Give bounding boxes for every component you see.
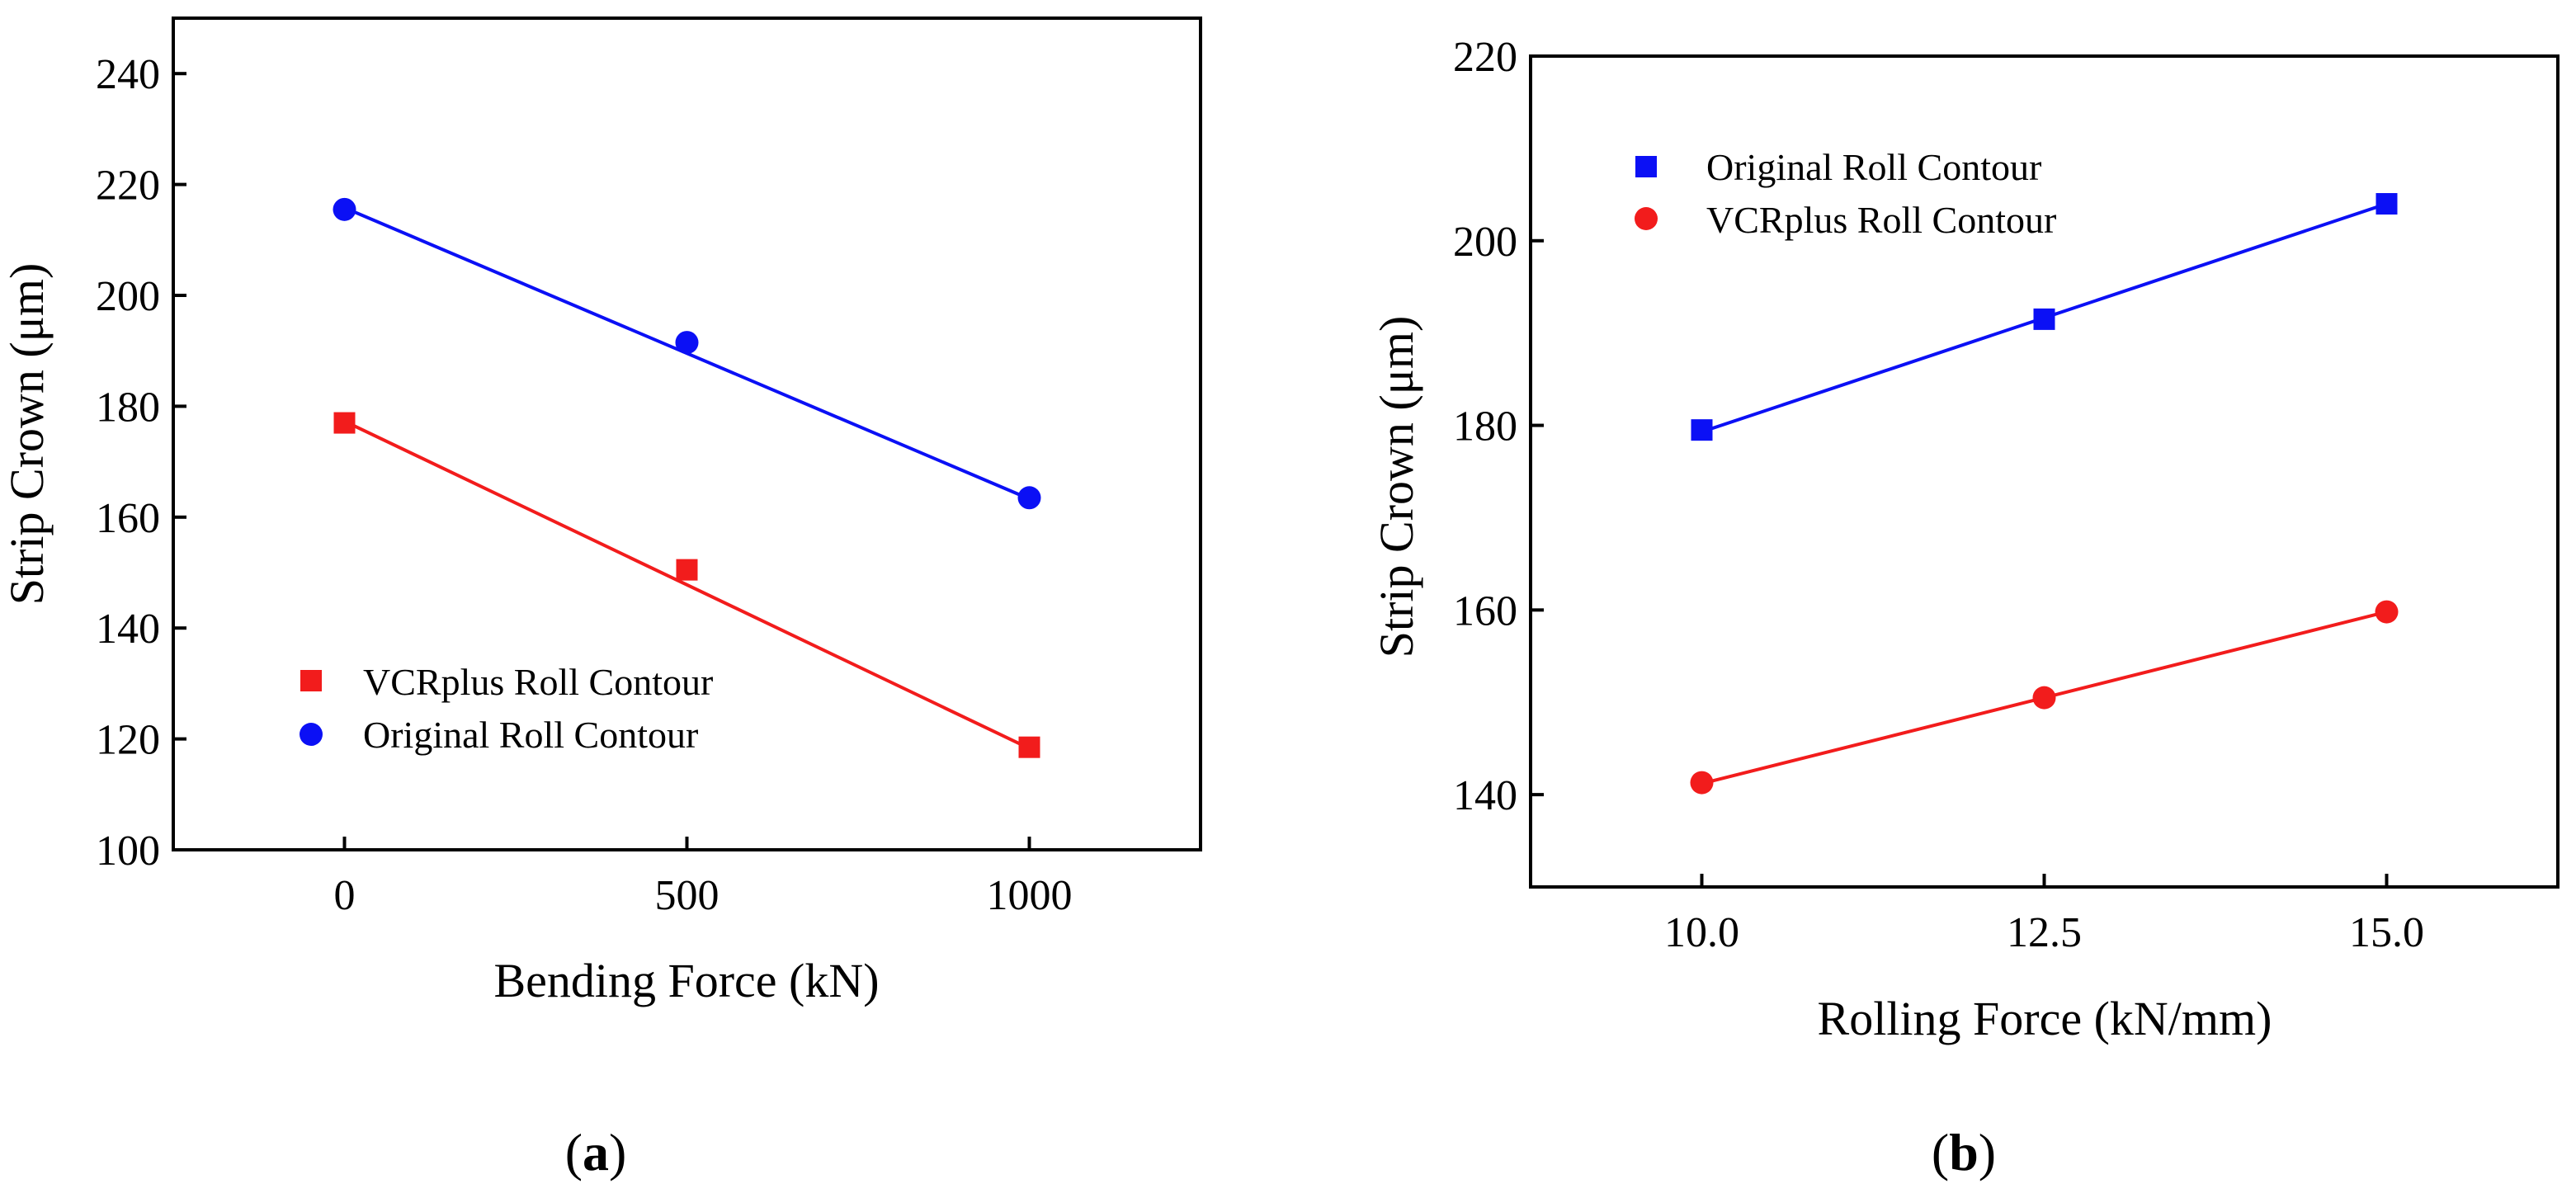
y-tick-label: 220 [1453,34,1517,81]
data-point-vcrplus [1018,736,1040,758]
y-tick-label: 140 [96,606,160,653]
y-ticks: 140 160 180 200 220 [1453,34,1544,819]
panel-b-chart: 10.0 12.5 15.0 140 160 180 200 220 Strip Crown… [1370,34,2559,1181]
legend-marker-original [300,723,323,746]
legend-label-vcrplus: VCRplus Roll Contour [363,661,713,703]
plot-frame [1529,54,2559,889]
y-axis-title: Strip Crown (μm) [1370,316,1423,658]
y-tick-label: 180 [1453,403,1517,450]
panel-label-b: (b) [1932,1123,1996,1181]
legend-marker-vcrplus [1635,207,1658,230]
legend-marker-vcrplus [300,670,322,691]
data-point-vcrplus [2032,686,2056,710]
x-tick-label: 10.0 [1664,909,1739,956]
y-ticks: 100 120 140 160 180 200 220 240 [96,51,186,875]
data-point-vcrplus [676,559,698,581]
x-tick-label: 1000 [987,872,1073,919]
x-tick-label: 12.5 [2007,909,2082,956]
panel-label-a: (a) [565,1123,627,1181]
data-point-original [333,197,356,221]
data-point-original [2375,193,2398,215]
data-point-vcrplus [1690,771,1714,795]
series-group [333,197,1041,758]
data-point-original [2033,308,2055,330]
legend: VCRplus Roll Contour Original Roll Conto… [300,661,713,756]
y-tick-label: 220 [96,163,160,210]
y-tick-label: 140 [1453,772,1517,819]
x-ticks: 0 500 1000 [334,837,1073,919]
panel-a-chart: 0 500 1000 100 120 140 160 180 200 220 240 Strip … [0,17,1202,1181]
y-tick-label: 160 [1453,587,1517,634]
x-ticks: 10.0 12.5 15.0 [1664,874,2424,956]
x-tick-label: 0 [334,872,356,919]
legend-label-original: Original Roll Contour [363,714,698,756]
y-tick-label: 100 [96,828,160,875]
panel-letter-a: a [583,1123,609,1181]
data-point-original [675,331,699,355]
legend-marker-original [1635,156,1657,177]
y-tick-label: 180 [96,384,160,431]
x-axis-title: Rolling Force (kN/mm) [1818,992,2272,1045]
y-tick-label: 160 [96,495,160,542]
y-tick-label: 200 [1453,219,1517,266]
y-tick-label: 120 [96,717,160,764]
y-axis-title: Strip Crown (μm) [0,263,54,606]
data-point-original [1017,486,1041,510]
x-axis-title: Bending Force (kN) [493,954,879,1007]
y-tick-label: 200 [96,273,160,320]
x-tick-label: 15.0 [2349,909,2424,956]
panel-letter-b: b [1949,1123,1979,1181]
x-tick-label: 500 [655,872,719,919]
y-tick-label: 240 [96,51,160,98]
data-point-vcrplus [2375,600,2399,624]
legend-label-original: Original Roll Contour [1706,146,2041,188]
legend-label-vcrplus: VCRplus Roll Contour [1706,199,2056,241]
data-point-original [1691,419,1713,441]
data-point-vcrplus [333,412,356,434]
fit-line-vcrplus [343,419,1031,750]
legend: Original Roll Contour VCRplus Roll Conto… [1635,146,2056,241]
series-group [1690,193,2399,795]
